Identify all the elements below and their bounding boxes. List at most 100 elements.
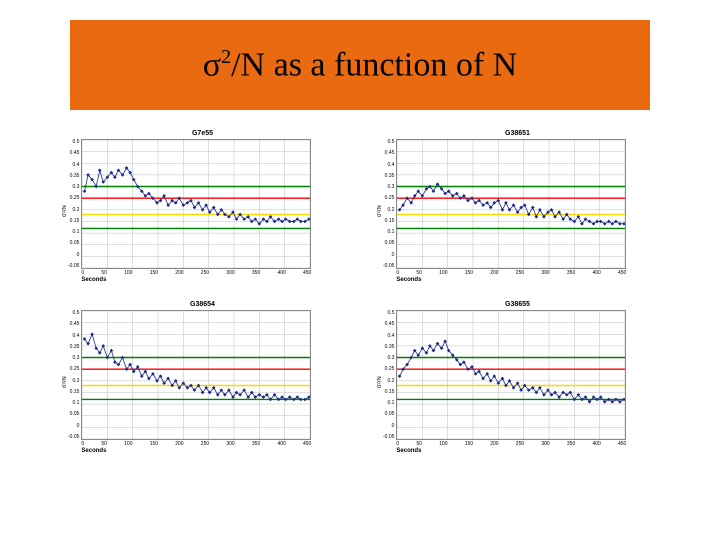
y-tick: 0.3 <box>68 355 79 361</box>
x-tick: 150 <box>465 441 473 447</box>
chart-right-col: 050100150200250300350400450Seconds <box>81 139 311 283</box>
y-axis-label: σ²/N <box>375 139 383 283</box>
x-tick: 0 <box>81 270 84 276</box>
chart-right-col: 050100150200250300350400450Seconds <box>81 310 311 454</box>
y-tick: 0.1 <box>68 229 79 235</box>
y-tick: 0.25 <box>383 366 394 372</box>
y-tick: 0.35 <box>68 344 79 350</box>
y-tick: 0.5 <box>68 139 79 145</box>
y-tick: -0.05 <box>68 263 79 269</box>
x-tick: 150 <box>150 270 158 276</box>
x-tick: 450 <box>618 270 626 276</box>
y-tick: 0.5 <box>383 310 394 316</box>
x-tick: 150 <box>150 441 158 447</box>
x-tick: 350 <box>252 270 260 276</box>
chart-right-col: 050100150200250300350400450Seconds <box>396 310 626 454</box>
x-tick: 300 <box>226 441 234 447</box>
chart-panel-0: G7e55σ²/N0.50.450.40.350.30.250.20.150.1… <box>60 130 345 283</box>
x-tick: 450 <box>303 270 311 276</box>
plot-svg <box>82 140 310 268</box>
x-tick: 200 <box>490 270 498 276</box>
x-tick: 100 <box>439 441 447 447</box>
y-tick: -0.05 <box>383 263 394 269</box>
y-tick: 0.05 <box>383 411 394 417</box>
plot-area <box>81 310 311 440</box>
chart-body: σ²/N0.50.450.40.350.30.250.20.150.10.050… <box>375 139 660 283</box>
y-tick: 0.15 <box>68 218 79 224</box>
chart-title: G38655 <box>505 301 530 308</box>
y-tick: 0.05 <box>383 240 394 246</box>
y-tick: 0.1 <box>68 400 79 406</box>
x-tick: 200 <box>175 441 183 447</box>
y-axis-ticks: 0.50.450.40.350.30.250.20.150.10.050-0.0… <box>68 139 81 269</box>
y-tick: 0.2 <box>383 378 394 384</box>
y-tick: 0.35 <box>383 344 394 350</box>
y-tick: 0.35 <box>383 173 394 179</box>
x-tick: 50 <box>101 270 107 276</box>
chart-right-col: 050100150200250300350400450Seconds <box>396 139 626 283</box>
x-tick: 300 <box>541 270 549 276</box>
x-axis-ticks: 050100150200250300350400450 <box>81 441 311 447</box>
y-tick: 0.4 <box>383 333 394 339</box>
y-tick: 0 <box>68 423 79 429</box>
x-tick: 250 <box>516 441 524 447</box>
x-tick: 250 <box>201 270 209 276</box>
y-tick: 0.15 <box>383 389 394 395</box>
y-tick: 0.45 <box>383 321 394 327</box>
x-tick: 400 <box>592 270 600 276</box>
x-tick: 150 <box>465 270 473 276</box>
y-tick: 0.5 <box>383 139 394 145</box>
x-tick: 250 <box>516 270 524 276</box>
plot-area <box>396 139 626 269</box>
y-tick: -0.05 <box>383 434 394 440</box>
y-tick: 0.4 <box>68 162 79 168</box>
x-tick: 350 <box>252 441 260 447</box>
y-tick: 0.2 <box>383 207 394 213</box>
y-axis-label: σ²/N <box>60 139 68 283</box>
y-axis-label: σ²/N <box>60 310 68 454</box>
chart-title: G38651 <box>505 130 530 137</box>
chart-title: G38654 <box>190 301 215 308</box>
x-tick: 200 <box>175 270 183 276</box>
y-tick: 0.15 <box>383 218 394 224</box>
chart-body: σ²/N0.50.450.40.350.30.250.20.150.10.050… <box>60 139 345 283</box>
x-axis-label: Seconds <box>396 277 626 283</box>
y-tick: 0.4 <box>383 162 394 168</box>
x-tick: 450 <box>303 441 311 447</box>
chart-panel-3: G38655σ²/N0.50.450.40.350.30.250.20.150.… <box>375 301 660 454</box>
title-sigma: σ <box>203 46 221 83</box>
y-tick: 0.15 <box>68 389 79 395</box>
x-tick: 0 <box>396 441 399 447</box>
plot-svg <box>397 140 625 268</box>
x-tick: 400 <box>277 270 285 276</box>
y-axis-ticks: 0.50.450.40.350.30.250.20.150.10.050-0.0… <box>383 139 396 269</box>
x-tick: 0 <box>81 441 84 447</box>
y-tick: 0.4 <box>68 333 79 339</box>
title-bar: σ2/N as a function of N <box>70 20 650 110</box>
x-tick: 50 <box>101 441 107 447</box>
y-tick: 0.45 <box>383 150 394 156</box>
y-axis-ticks: 0.50.450.40.350.30.250.20.150.10.050-0.0… <box>68 310 81 440</box>
title-exponent: 2 <box>221 46 231 68</box>
y-tick: 0 <box>68 252 79 258</box>
y-tick: 0 <box>383 252 394 258</box>
chart-body: σ²/N0.50.450.40.350.30.250.20.150.10.050… <box>375 310 660 454</box>
x-tick: 300 <box>226 270 234 276</box>
x-tick: 200 <box>490 441 498 447</box>
x-axis-ticks: 050100150200250300350400450 <box>81 270 311 276</box>
y-tick: 0.05 <box>68 240 79 246</box>
page-title: σ2/N as a function of N <box>203 46 517 84</box>
chart-body: σ²/N0.50.450.40.350.30.250.20.150.10.050… <box>60 310 345 454</box>
x-tick: 450 <box>618 441 626 447</box>
y-axis-label: σ²/N <box>375 310 383 454</box>
x-tick: 0 <box>396 270 399 276</box>
x-tick: 300 <box>541 441 549 447</box>
plot-svg <box>397 311 625 439</box>
x-tick: 100 <box>439 270 447 276</box>
chart-panel-1: G38651σ²/N0.50.450.40.350.30.250.20.150.… <box>375 130 660 283</box>
y-tick: 0 <box>383 423 394 429</box>
y-tick: 0.35 <box>68 173 79 179</box>
y-tick: -0.05 <box>68 434 79 440</box>
chart-grid: G7e55σ²/N0.50.450.40.350.30.250.20.150.1… <box>0 120 720 474</box>
title-rest: /N as a function of N <box>231 46 517 83</box>
